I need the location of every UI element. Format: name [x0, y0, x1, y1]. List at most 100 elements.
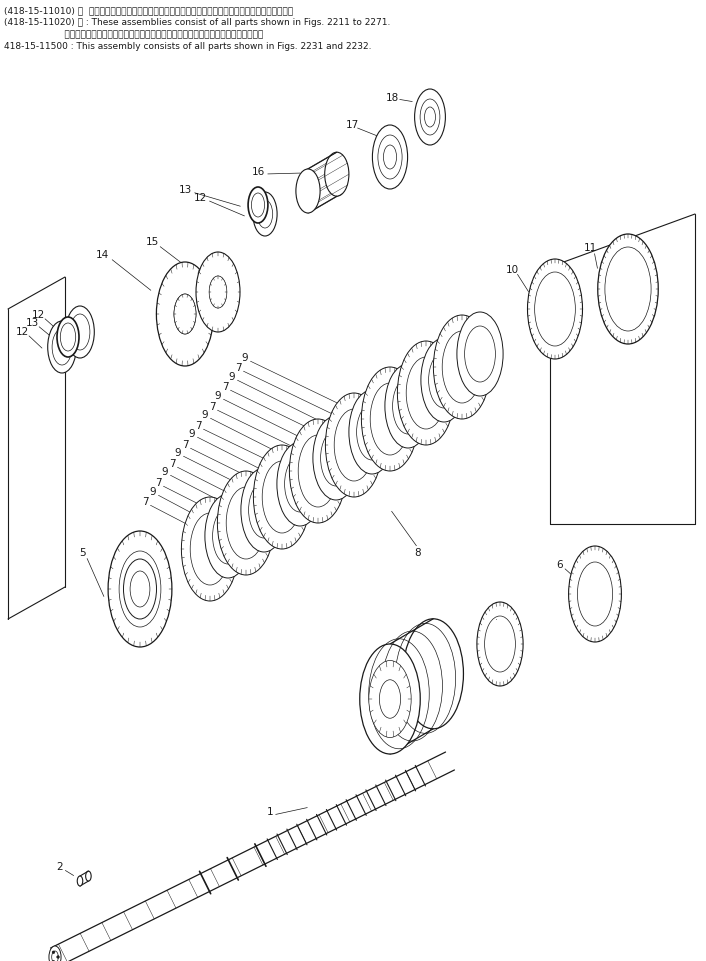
Text: このアセンブリの構成部品は第２２３１図および第２２３２図の部品まで含みます: このアセンブリの構成部品は第２２３１図および第２２３２図の部品まで含みます [4, 30, 263, 39]
Ellipse shape [85, 872, 91, 881]
Ellipse shape [406, 357, 445, 430]
Ellipse shape [421, 338, 467, 423]
Ellipse shape [361, 368, 419, 472]
Text: 7: 7 [234, 362, 241, 373]
Ellipse shape [157, 262, 214, 366]
Ellipse shape [108, 531, 172, 648]
Text: 9: 9 [162, 466, 168, 477]
Ellipse shape [442, 332, 481, 404]
Ellipse shape [249, 482, 280, 538]
Text: 1: 1 [267, 806, 273, 816]
Ellipse shape [130, 572, 150, 607]
Text: 9: 9 [202, 409, 208, 420]
Ellipse shape [52, 951, 55, 953]
Text: 7: 7 [222, 382, 228, 391]
Text: 7: 7 [155, 478, 161, 487]
Ellipse shape [205, 495, 251, 579]
Ellipse shape [298, 435, 337, 507]
Text: 9: 9 [174, 448, 181, 457]
Ellipse shape [383, 146, 397, 170]
Ellipse shape [241, 469, 287, 553]
Ellipse shape [124, 559, 157, 619]
Ellipse shape [251, 194, 265, 218]
Ellipse shape [52, 330, 72, 365]
Text: 9: 9 [241, 353, 249, 362]
Ellipse shape [77, 876, 83, 886]
Ellipse shape [313, 416, 359, 501]
Ellipse shape [70, 314, 90, 351]
Text: 7: 7 [195, 421, 201, 431]
Ellipse shape [414, 90, 445, 146]
Ellipse shape [66, 307, 95, 358]
Ellipse shape [52, 951, 59, 961]
Ellipse shape [174, 295, 196, 334]
Ellipse shape [334, 409, 373, 481]
Ellipse shape [209, 277, 227, 308]
Ellipse shape [248, 187, 268, 224]
Ellipse shape [296, 170, 320, 213]
Ellipse shape [379, 680, 400, 719]
Text: 8: 8 [414, 548, 421, 557]
Ellipse shape [457, 312, 503, 397]
Ellipse shape [196, 253, 240, 333]
Ellipse shape [578, 562, 613, 627]
Ellipse shape [213, 508, 244, 564]
Text: 3: 3 [385, 675, 391, 684]
Ellipse shape [181, 498, 239, 602]
Text: 9: 9 [215, 390, 221, 401]
Ellipse shape [484, 616, 515, 673]
Text: 9: 9 [229, 372, 235, 382]
Text: (418-15-11010) ＜  これらのアセンブリの構成部品は第２２１１図から第２２７１図の部品を含みます。: (418-15-11010) ＜ これらのアセンブリの構成部品は第２２１１図から… [4, 6, 293, 15]
Text: 6: 6 [557, 559, 563, 570]
Ellipse shape [379, 137, 401, 178]
Ellipse shape [217, 472, 275, 576]
Text: 15: 15 [145, 236, 159, 247]
Text: 13: 13 [25, 318, 39, 328]
Ellipse shape [527, 259, 582, 359]
Text: 11: 11 [583, 243, 597, 253]
Ellipse shape [429, 353, 460, 408]
Ellipse shape [226, 487, 265, 559]
Text: 10: 10 [505, 264, 519, 275]
Ellipse shape [420, 100, 440, 136]
Ellipse shape [385, 364, 431, 449]
Ellipse shape [253, 446, 311, 550]
Text: 7: 7 [169, 458, 175, 469]
Text: 5: 5 [78, 548, 85, 557]
Ellipse shape [57, 318, 79, 357]
Ellipse shape [403, 619, 463, 729]
Ellipse shape [372, 126, 407, 190]
Text: 18: 18 [385, 93, 399, 103]
Ellipse shape [262, 461, 301, 533]
Text: 12: 12 [16, 327, 29, 336]
Text: 9: 9 [189, 429, 196, 438]
Text: 14: 14 [95, 250, 109, 259]
Ellipse shape [190, 513, 229, 585]
Ellipse shape [378, 136, 402, 180]
Ellipse shape [605, 248, 651, 332]
Ellipse shape [325, 153, 349, 197]
Text: 9: 9 [150, 486, 156, 497]
Ellipse shape [257, 201, 273, 229]
Text: 12: 12 [193, 193, 207, 203]
Ellipse shape [209, 277, 227, 308]
Ellipse shape [568, 547, 621, 642]
Ellipse shape [534, 273, 575, 347]
Text: 17: 17 [345, 120, 359, 130]
Ellipse shape [174, 295, 196, 334]
Text: 7: 7 [142, 497, 148, 506]
Ellipse shape [433, 315, 491, 420]
Ellipse shape [289, 420, 347, 524]
Ellipse shape [253, 193, 277, 236]
Ellipse shape [370, 383, 409, 456]
Ellipse shape [119, 552, 161, 628]
Ellipse shape [465, 327, 496, 382]
Ellipse shape [397, 342, 455, 446]
Text: 2: 2 [56, 861, 64, 871]
Ellipse shape [60, 324, 76, 352]
Text: (418-15-11020) ＞ : These assemblies consist of all parts shown in Figs. 2211 to : (418-15-11020) ＞ : These assemblies cons… [4, 18, 390, 27]
Ellipse shape [477, 603, 523, 686]
Text: 4: 4 [491, 609, 498, 619]
Ellipse shape [277, 442, 323, 527]
Text: 418-15-11500 : This assembly consists of all parts shown in Figs. 2231 and 2232.: 418-15-11500 : This assembly consists of… [4, 42, 371, 51]
